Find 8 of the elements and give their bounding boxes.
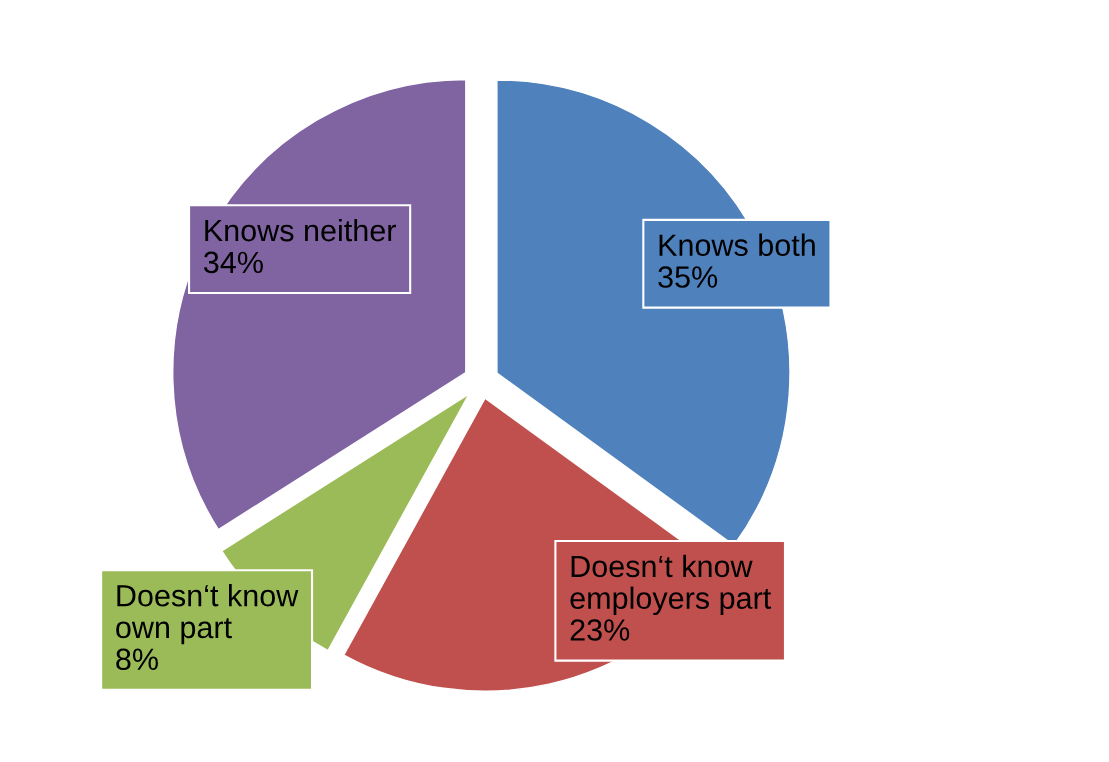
slice-label: Knows neither bbox=[205, 218, 396, 242]
data-label: 35% bbox=[658, 266, 718, 288]
slice-label: Knows both bbox=[659, 233, 815, 257]
data-label: 34% bbox=[203, 251, 263, 274]
data-label: 23% bbox=[570, 619, 630, 641]
slice-label: Doesn‘t know employers part bbox=[570, 554, 772, 616]
slice-label: Doesn‘t know own part bbox=[116, 584, 299, 645]
data-label: 8% bbox=[116, 648, 158, 671]
